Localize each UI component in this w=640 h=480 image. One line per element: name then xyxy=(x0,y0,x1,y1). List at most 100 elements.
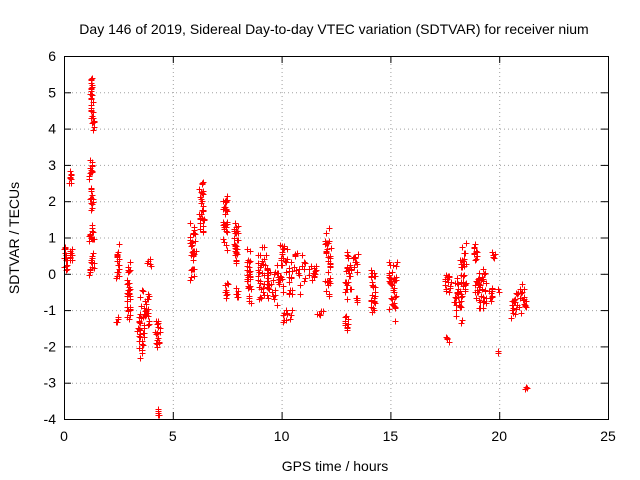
data-point xyxy=(224,193,231,200)
data-point xyxy=(369,292,376,299)
data-point xyxy=(299,252,306,259)
data-point xyxy=(188,274,195,281)
data-point xyxy=(289,307,296,314)
data-point xyxy=(138,303,145,310)
x-tick-label: 5 xyxy=(169,428,177,444)
data-point xyxy=(393,263,400,270)
data-point xyxy=(257,294,264,301)
data-point xyxy=(124,277,131,284)
data-point xyxy=(223,207,230,214)
data-point xyxy=(264,266,271,273)
data-point xyxy=(264,292,271,299)
data-point xyxy=(348,286,355,293)
data-point xyxy=(126,284,133,291)
data-point xyxy=(453,313,460,320)
x-axis-label: GPS time / hours xyxy=(282,458,389,474)
y-tick-label: 4 xyxy=(48,121,56,137)
data-point xyxy=(325,240,332,247)
y-tick-label: -1 xyxy=(44,302,57,318)
data-point xyxy=(521,294,528,301)
data-point xyxy=(327,253,334,260)
data-point xyxy=(235,237,242,244)
data-point xyxy=(67,168,74,175)
data-point xyxy=(89,159,96,166)
data-point xyxy=(90,229,97,236)
data-point xyxy=(89,192,96,199)
data-point xyxy=(270,277,277,284)
data-point xyxy=(275,270,282,277)
data-point xyxy=(326,225,333,232)
data-point xyxy=(89,253,96,260)
y-tick-label: -3 xyxy=(44,375,57,391)
data-point xyxy=(392,318,399,325)
data-point xyxy=(281,243,288,250)
data-point xyxy=(342,289,349,296)
data-point xyxy=(86,176,93,183)
data-point xyxy=(286,268,293,275)
data-point xyxy=(190,248,197,255)
data-point xyxy=(287,287,294,294)
data-point xyxy=(90,109,97,116)
data-point xyxy=(116,273,123,280)
data-point xyxy=(370,305,377,312)
data-point xyxy=(302,260,309,267)
data-point xyxy=(283,317,290,324)
data-point xyxy=(224,280,231,287)
data-point xyxy=(511,297,518,304)
data-point xyxy=(481,271,488,278)
data-point xyxy=(275,279,282,286)
data-point xyxy=(288,274,295,281)
data-point xyxy=(320,308,327,315)
data-point xyxy=(137,334,144,341)
data-point xyxy=(446,273,453,280)
data-point xyxy=(344,264,351,271)
data-point xyxy=(280,283,287,290)
data-point xyxy=(372,289,379,296)
data-point xyxy=(390,262,397,269)
data-point xyxy=(256,284,263,291)
data-point xyxy=(327,275,334,282)
data-point xyxy=(221,239,228,246)
data-point xyxy=(127,296,134,303)
data-point xyxy=(232,243,239,250)
data-point xyxy=(153,318,160,325)
data-point xyxy=(354,295,361,302)
data-point xyxy=(306,272,313,279)
data-point xyxy=(391,275,398,282)
data-point xyxy=(135,325,142,332)
data-point xyxy=(510,305,517,312)
data-point xyxy=(443,286,450,293)
data-point xyxy=(392,294,399,301)
data-point xyxy=(462,282,469,289)
data-point xyxy=(88,95,95,102)
data-point xyxy=(157,329,164,336)
data-point xyxy=(223,228,230,235)
data-point xyxy=(510,298,517,305)
data-point xyxy=(313,263,320,270)
data-point xyxy=(292,251,299,258)
data-point xyxy=(522,303,529,310)
data-point xyxy=(347,273,354,280)
data-point xyxy=(246,259,253,266)
data-point xyxy=(91,118,98,125)
data-point xyxy=(488,290,495,297)
y-axis-label: SDTVAR / TECUs xyxy=(6,182,22,294)
data-point xyxy=(489,285,496,292)
data-point xyxy=(145,306,152,313)
data-point xyxy=(369,282,376,289)
data-point xyxy=(143,301,150,308)
data-point xyxy=(297,291,304,298)
data-point xyxy=(224,247,231,254)
data-point xyxy=(246,293,253,300)
data-point xyxy=(472,241,479,248)
data-point xyxy=(488,298,495,305)
data-point xyxy=(139,350,146,357)
data-point xyxy=(517,295,524,302)
data-point xyxy=(137,294,144,301)
data-point xyxy=(342,320,349,327)
data-point xyxy=(88,77,95,84)
data-point xyxy=(324,246,331,253)
data-point xyxy=(89,236,96,243)
data-point xyxy=(232,220,239,227)
data-point xyxy=(187,234,194,241)
